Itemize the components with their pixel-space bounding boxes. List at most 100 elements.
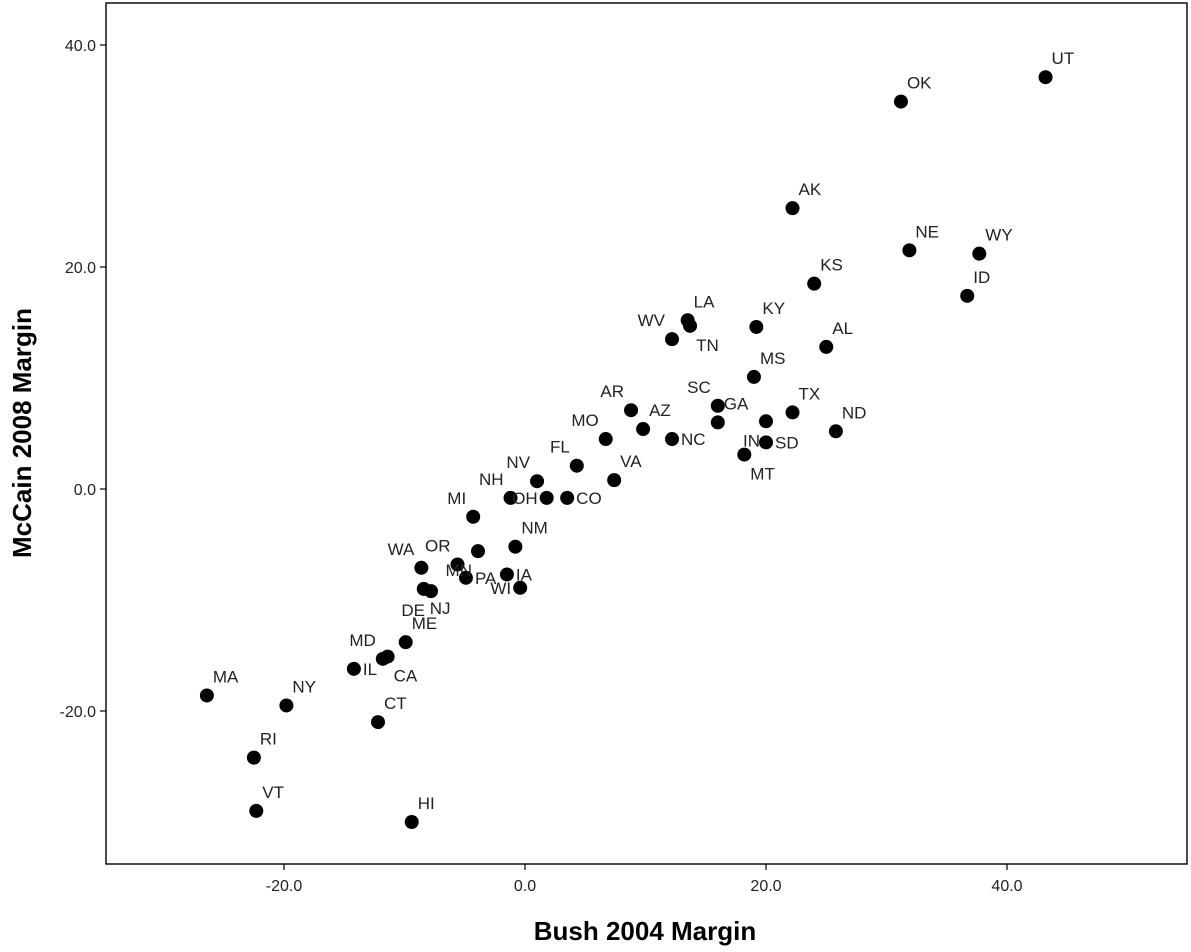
point-label-ca: CA xyxy=(394,667,418,686)
data-point-ga xyxy=(710,415,725,430)
point-label-tx: TX xyxy=(799,384,821,403)
data-point-ny xyxy=(279,698,294,713)
data-point-tn xyxy=(683,318,698,333)
data-point-ut xyxy=(1038,70,1053,85)
point-label-wy: WY xyxy=(985,226,1012,245)
point-label-ny: NY xyxy=(292,677,316,696)
point-label-ri: RI xyxy=(260,730,277,749)
point-label-wa: WA xyxy=(388,540,415,559)
point-label-md: MD xyxy=(349,631,375,650)
data-point-nh xyxy=(503,490,518,505)
data-point-ks xyxy=(807,276,822,291)
point-label-mt: MT xyxy=(750,465,775,484)
data-point-pa xyxy=(458,570,473,585)
data-point-wi xyxy=(513,580,528,595)
x-tick-label: 40.0 xyxy=(991,878,1022,895)
point-label-mo: MO xyxy=(571,411,598,430)
y-tick-label: 20.0 xyxy=(65,260,96,277)
point-label-nd: ND xyxy=(842,403,867,422)
data-point-oh xyxy=(539,490,554,505)
y-axis-title: McCain 2008 Margin xyxy=(7,308,37,558)
data-point-me xyxy=(398,635,413,650)
point-label-nm: NM xyxy=(521,519,547,538)
point-label-az: AZ xyxy=(649,401,671,420)
data-point-az xyxy=(636,422,651,437)
point-label-co: CO xyxy=(576,489,602,508)
point-label-oh: OH xyxy=(512,489,538,508)
point-label-ct: CT xyxy=(384,694,407,713)
point-label-de: DE xyxy=(401,601,425,620)
data-point-ma xyxy=(199,688,214,703)
point-label-id: ID xyxy=(973,268,990,287)
point-label-wv: WV xyxy=(638,311,666,330)
point-label-wi: WI xyxy=(490,579,511,598)
y-tick-label: -20.0 xyxy=(60,704,97,721)
point-label-ks: KS xyxy=(820,256,843,275)
point-label-mi: MI xyxy=(447,489,466,508)
data-point-md xyxy=(375,651,390,666)
data-point-nc xyxy=(665,432,680,447)
data-point-wa xyxy=(414,560,429,575)
point-labels: UT OK AK NE WY KS ID LA KY TN WV AL MS AR SC GA TX IN AZ ND… xyxy=(213,49,1074,813)
data-point-nm xyxy=(508,539,523,554)
data-point-al xyxy=(819,339,834,354)
data-point-hi xyxy=(404,815,419,829)
data-point-wv xyxy=(665,332,680,347)
point-label-nc: NC xyxy=(681,430,706,449)
point-label-nh: NH xyxy=(479,470,504,489)
point-label-nj: NJ xyxy=(430,599,451,618)
data-point-nv xyxy=(530,474,545,489)
data-point-ms xyxy=(746,369,761,384)
point-label-or: OR xyxy=(425,536,451,555)
data-point-mi xyxy=(466,509,481,524)
data-point-mo xyxy=(598,432,613,447)
x-tick-label: 0.0 xyxy=(514,878,536,895)
x-tick-label: -20.0 xyxy=(266,878,303,895)
data-point-in xyxy=(759,414,773,429)
data-point-nj xyxy=(416,581,431,596)
point-label-ga: GA xyxy=(724,394,749,413)
y-tick-label: 40.0 xyxy=(65,38,96,55)
point-label-fl: FL xyxy=(550,438,570,457)
point-label-ne: NE xyxy=(915,222,939,241)
data-point-mn xyxy=(471,544,486,559)
data-point-ct xyxy=(370,715,385,730)
point-label-ma: MA xyxy=(213,667,239,686)
data-point-or xyxy=(450,557,465,572)
point-label-me: ME xyxy=(412,614,438,633)
data-point-id xyxy=(960,288,975,303)
x-axis: -20.0 0.0 20.0 40.0 xyxy=(266,864,1023,895)
point-label-va: VA xyxy=(620,452,642,471)
y-tick-label: 0.0 xyxy=(74,482,96,499)
point-label-nv: NV xyxy=(506,453,530,472)
data-point-ok xyxy=(893,94,908,109)
point-label-pa: PA xyxy=(475,569,497,588)
point-label-sc: SC xyxy=(687,378,711,397)
point-label-ok: OK xyxy=(907,74,932,93)
y-axis: -20.0 0.0 20.0 40.0 xyxy=(60,38,106,721)
data-point-wy xyxy=(972,246,987,261)
point-label-ut: UT xyxy=(1052,49,1075,68)
data-point-ia xyxy=(499,567,514,582)
point-label-ky: KY xyxy=(762,299,785,318)
point-label-ia: IA xyxy=(516,565,533,584)
point-label-al: AL xyxy=(832,319,853,338)
data-point-vt xyxy=(249,803,264,818)
data-point-ar xyxy=(624,403,639,418)
point-label-mn: MN xyxy=(446,561,472,580)
data-point-ri xyxy=(246,750,261,765)
point-label-il: IL xyxy=(363,660,377,679)
data-point-sd xyxy=(759,435,773,450)
data-point-va xyxy=(607,473,622,488)
data-point-fl xyxy=(569,458,584,473)
data-point-ky xyxy=(749,319,764,334)
data-point-mt xyxy=(737,447,752,462)
x-axis-title: Bush 2004 Margin xyxy=(534,916,757,946)
point-label-hi: HI xyxy=(418,794,435,813)
x-tick-label: 20.0 xyxy=(750,878,781,895)
data-point-ak xyxy=(785,201,800,216)
data-point-co xyxy=(560,490,575,505)
point-label-ar: AR xyxy=(600,382,624,401)
data-point-il xyxy=(346,661,361,676)
